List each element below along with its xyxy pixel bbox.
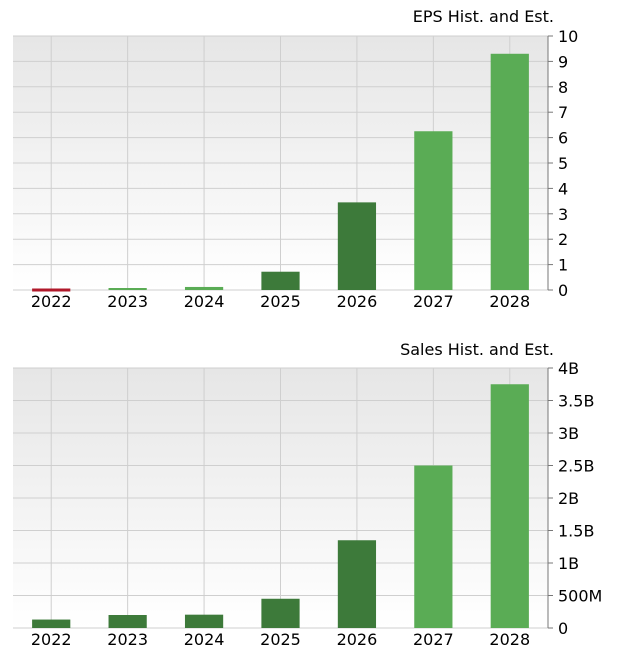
y-tick-label: 5 (558, 154, 568, 173)
bar-2025 (261, 598, 300, 628)
y-tick-label: 4B (558, 359, 579, 378)
bar-2022 (32, 619, 71, 628)
chart-title: EPS Hist. and Est. (413, 7, 554, 26)
bar-2024 (184, 286, 224, 290)
bar-2028 (490, 384, 529, 628)
y-tick-label: 7 (558, 103, 568, 122)
y-tick-label: 4 (558, 179, 568, 198)
y-tick-label: 1 (558, 256, 568, 275)
x-tick-label: 2026 (337, 630, 378, 649)
x-tick-label: 2023 (107, 292, 148, 311)
eps-chart: EPS Hist. and Est. 0 1 2 3 4 5 6 7 8 9 10 2022 2023 20… (13, 7, 578, 311)
bar-2026 (337, 202, 377, 290)
y-tick-label: 2.5B (558, 457, 594, 476)
y-tick-label: 2B (558, 489, 579, 508)
x-tick-label: 2022 (31, 292, 72, 311)
bar-2025 (261, 271, 300, 290)
x-tick-label: 2024 (184, 630, 225, 649)
y-tick-label: 2 (558, 230, 568, 249)
y-tick-label: 8 (558, 78, 568, 97)
x-tick-label: 2022 (31, 630, 72, 649)
bar-2026 (337, 540, 377, 628)
y-tick-label: 1B (558, 554, 579, 573)
chart-title: Sales Hist. and Est. (400, 340, 554, 359)
y-tick-label: 6 (558, 129, 568, 148)
bar-2027 (414, 131, 453, 290)
x-tick-label: 2023 (107, 630, 148, 649)
bar-2028 (490, 53, 529, 290)
x-tick-label: 2028 (489, 630, 530, 649)
x-tick-label: 2028 (489, 292, 530, 311)
y-tick-label: 9 (558, 52, 568, 71)
y-tick-label: 0 (558, 619, 568, 638)
y-tick-label: 0 (558, 281, 568, 300)
x-tick-label: 2027 (413, 630, 454, 649)
x-tick-label: 2025 (260, 630, 301, 649)
sales-chart: Sales Hist. and Est. 0 500M 1B 1.5B 2B 2.5B 3B 3… (13, 340, 602, 649)
bar-2023 (108, 615, 147, 628)
x-tick-label: 2026 (337, 292, 378, 311)
x-tick-label: 2025 (260, 292, 301, 311)
y-tick-label: 10 (558, 27, 578, 46)
bar-2024 (184, 614, 224, 628)
y-tick-label: 3.5B (558, 392, 594, 411)
y-tick-label: 1.5B (558, 522, 594, 541)
bar-2022 (32, 288, 71, 292)
x-tick-label: 2024 (184, 292, 225, 311)
y-tick-label: 3B (558, 424, 579, 443)
bar-2027 (414, 465, 453, 628)
x-tick-label: 2027 (413, 292, 454, 311)
y-tick-label: 500M (558, 587, 602, 606)
bar-2023 (108, 288, 147, 290)
y-tick-label: 3 (558, 205, 568, 224)
